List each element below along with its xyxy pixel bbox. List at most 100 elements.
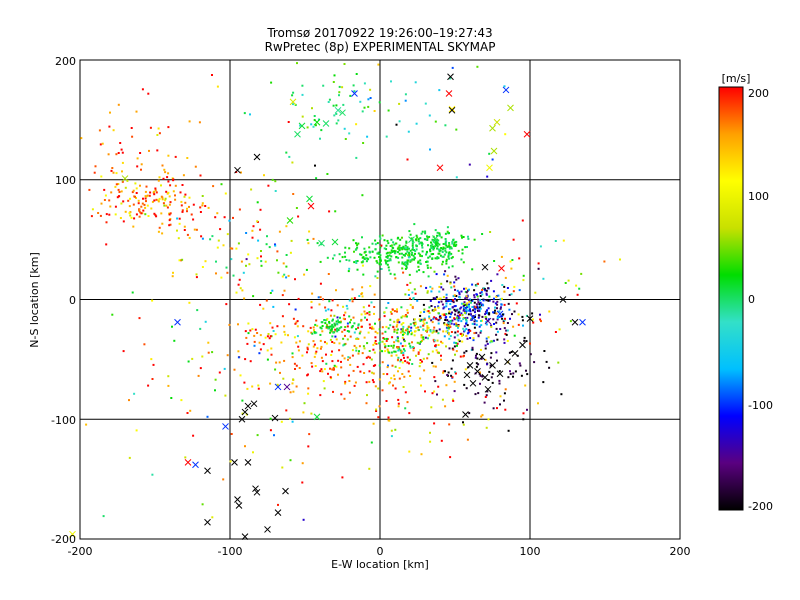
scatter-dot bbox=[481, 293, 484, 296]
scatter-dot bbox=[177, 237, 180, 240]
scatter-dot bbox=[99, 143, 102, 146]
scatter-dot bbox=[416, 236, 419, 239]
scatter-dot bbox=[408, 297, 411, 300]
scatter-dot bbox=[451, 319, 454, 322]
scatter-dot bbox=[465, 310, 468, 313]
scatter-dot bbox=[464, 246, 467, 249]
scatter-dot bbox=[462, 327, 465, 330]
scatter-dot bbox=[487, 379, 490, 381]
scatter-dot bbox=[317, 296, 320, 299]
scatter-dot bbox=[397, 370, 399, 373]
scatter-dot bbox=[442, 330, 445, 333]
scatter-dot bbox=[201, 202, 204, 205]
scatter-dot bbox=[338, 85, 341, 88]
scatter-dot bbox=[115, 172, 118, 175]
scatter-dot bbox=[512, 372, 515, 375]
scatter-dot bbox=[138, 215, 141, 218]
scatter-dot bbox=[122, 350, 125, 353]
scatter-dot bbox=[407, 332, 410, 335]
scatter-dot bbox=[435, 296, 438, 299]
scatter-dot bbox=[488, 295, 491, 298]
scatter-dot bbox=[414, 81, 417, 84]
scatter-dot bbox=[104, 194, 107, 197]
scatter-dot bbox=[486, 282, 489, 285]
scatter-dot bbox=[426, 329, 429, 332]
scatter-dot bbox=[424, 102, 427, 105]
scatter-dot bbox=[432, 338, 435, 341]
scatter-dot bbox=[525, 340, 528, 343]
scatter-dot bbox=[362, 363, 365, 366]
scatter-dot bbox=[422, 328, 425, 331]
scatter-dot bbox=[455, 128, 458, 131]
scatter-dot bbox=[468, 308, 471, 311]
scatter-dot bbox=[397, 405, 400, 408]
scatter-dot bbox=[485, 311, 488, 314]
scatter-dot bbox=[366, 135, 369, 138]
scatter-dot bbox=[402, 247, 405, 250]
scatter-dot bbox=[437, 257, 440, 260]
scatter-dot bbox=[364, 312, 367, 315]
scatter-cross bbox=[322, 120, 330, 127]
scatter-cross bbox=[234, 166, 241, 174]
scatter-dot bbox=[455, 342, 458, 345]
scatter-dot bbox=[313, 115, 316, 117]
scatter-dot bbox=[466, 296, 469, 299]
scatter-dot bbox=[409, 249, 412, 252]
scatter-dot bbox=[359, 330, 362, 333]
scatter-dot bbox=[443, 253, 446, 256]
scatter-dot bbox=[246, 342, 249, 345]
scatter-dot bbox=[467, 299, 470, 301]
scatter-dot bbox=[157, 200, 160, 203]
scatter-dot bbox=[315, 319, 318, 322]
scatter-dot bbox=[481, 315, 484, 318]
scatter-dot bbox=[399, 342, 402, 345]
scatter-dot bbox=[342, 103, 345, 106]
scatter-dot bbox=[351, 349, 354, 352]
scatter-dot bbox=[311, 332, 314, 335]
scatter-dot bbox=[434, 257, 437, 260]
scatter-dot bbox=[274, 368, 277, 371]
scatter-dot bbox=[411, 341, 413, 344]
scatter-dot bbox=[282, 262, 285, 265]
scatter-dot bbox=[404, 315, 407, 318]
scatter-dot bbox=[199, 367, 202, 370]
scatter-dot bbox=[301, 84, 304, 87]
scatter-dot bbox=[432, 309, 435, 312]
scatter-dot bbox=[357, 338, 360, 340]
scatter-dot bbox=[495, 327, 498, 330]
scatter-dot bbox=[455, 240, 458, 243]
scatter-dot bbox=[344, 138, 347, 140]
scatter-dot bbox=[291, 356, 294, 359]
scatter-dot bbox=[398, 249, 401, 252]
scatter-dot bbox=[414, 321, 417, 324]
scatter-dot bbox=[453, 241, 456, 244]
scatter-dot bbox=[432, 240, 435, 243]
scatter-dot bbox=[271, 178, 274, 181]
scatter-dot bbox=[180, 204, 183, 207]
scatter-dot bbox=[355, 349, 358, 352]
scatter-dot bbox=[337, 373, 339, 376]
scatter-dot bbox=[503, 399, 505, 402]
scatter-dot bbox=[435, 349, 438, 352]
scatter-dot bbox=[426, 235, 428, 238]
scatter-dot bbox=[111, 167, 114, 169]
scatter-dot bbox=[269, 322, 272, 325]
scatter-dot bbox=[355, 73, 358, 75]
scatter-dot bbox=[502, 322, 505, 325]
scatter-dot bbox=[343, 397, 346, 400]
scatter-dot bbox=[365, 381, 368, 384]
scatter-dot bbox=[518, 257, 521, 260]
scatter-dot bbox=[211, 351, 214, 354]
scatter-dot bbox=[522, 418, 525, 421]
scatter-dot bbox=[404, 99, 407, 102]
scatter-dot bbox=[422, 324, 425, 327]
scatter-dot bbox=[440, 354, 442, 357]
scatter-dot bbox=[207, 206, 210, 209]
scatter-dot bbox=[109, 111, 111, 114]
scatter-dot bbox=[355, 328, 358, 331]
scatter-dot bbox=[214, 389, 216, 392]
scatter-dot bbox=[320, 129, 323, 132]
scatter-dot bbox=[433, 316, 436, 319]
scatter-dot bbox=[153, 199, 156, 202]
scatter-dot bbox=[329, 314, 332, 317]
